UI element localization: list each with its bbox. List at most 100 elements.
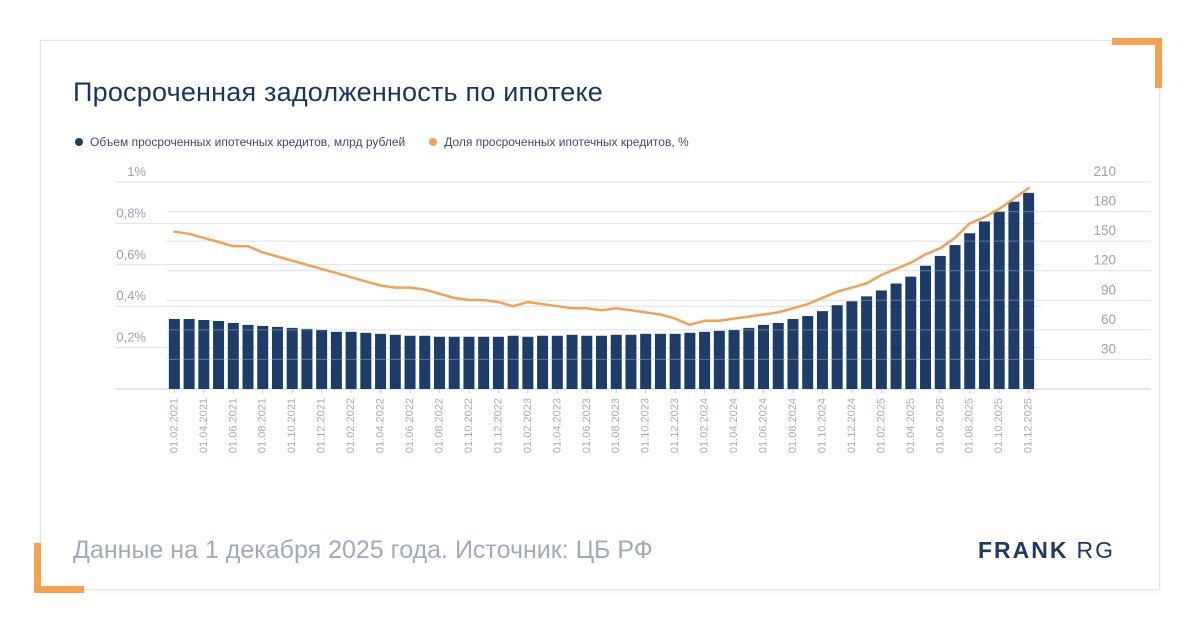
volume-bar: [964, 233, 976, 389]
volume-bar: [316, 329, 328, 389]
volume-bar: [448, 336, 460, 389]
volume-bar: [920, 265, 932, 389]
x-axis-date-label: 01.04.2022: [375, 398, 387, 453]
volume-bar: [699, 331, 711, 389]
x-axis-date-label: 01.12.2025: [1023, 398, 1035, 453]
left-axis-tick-label: 0,6%: [116, 247, 146, 262]
volume-bar: [419, 335, 431, 389]
volume-bar: [433, 336, 445, 389]
data-source-note: Данные на 1 декабря 2025 года. Источник:…: [73, 536, 653, 564]
volume-bar: [743, 327, 755, 389]
x-axis-date-label: 01.08.2025: [964, 398, 976, 453]
right-axis-tick-label: 180: [1093, 194, 1116, 209]
volume-bar: [566, 334, 578, 389]
volume-bar: [227, 322, 239, 389]
volume-bar: [198, 320, 210, 389]
volume-bar: [301, 328, 313, 389]
right-axis-tick-label: 120: [1093, 253, 1116, 268]
right-axis-tick-label: 30: [1101, 341, 1116, 356]
combo-chart: 0,2% 0,4% 0,6% 0,8% 1% 30 60 90 120 150 180 210 01.0…: [116, 164, 1151, 453]
volume-bar: [404, 335, 416, 389]
volume-bar: [713, 330, 725, 389]
volume-bar: [728, 329, 740, 389]
volume-bar: [537, 335, 549, 389]
volume-bar: [654, 333, 666, 389]
x-axis-date-label: 01.06.2024: [758, 398, 770, 453]
volume-bar: [581, 335, 593, 389]
x-axis-date-label: 01.12.2022: [492, 398, 504, 453]
x-axis-date-label: 01.10.2024: [816, 398, 828, 453]
volume-bar: [375, 333, 387, 389]
x-axis-date-label: 01.02.2023: [522, 398, 534, 453]
volume-bar: [890, 283, 902, 389]
left-axis-tick-label: 0,2%: [116, 330, 146, 345]
legend-item-share: Доля просроченных ипотечных кредитов, %: [429, 135, 689, 149]
x-axis-date-label: 01.08.2024: [787, 398, 799, 453]
frank-rg-logo: FRANK RG: [978, 537, 1115, 564]
legend-label-volume: Объем просроченных ипотечных кредитов, м…: [90, 135, 406, 149]
volume-bar: [522, 336, 534, 389]
volume-bar: [610, 334, 622, 389]
volume-bar: [507, 335, 519, 389]
volume-bar: [183, 319, 195, 389]
x-axis-date-label: 01.08.2021: [257, 398, 269, 453]
chart-card: Просроченная задолженность по ипотеке Об…: [40, 40, 1160, 590]
left-axis-tick-label: 0,4%: [116, 288, 146, 303]
volume-bar: [257, 325, 269, 389]
chart-area: 0,2% 0,4% 0,6% 0,8% 1% 30 60 90 120 150 180 210 01.0…: [41, 41, 1159, 521]
volume-bar: [802, 316, 814, 389]
x-axis-date-label: 01.10.2025: [993, 398, 1005, 453]
volume-bar: [168, 319, 180, 389]
x-axis-date-label: 01.04.2025: [905, 398, 917, 453]
volume-bar: [596, 335, 607, 389]
share-line: [173, 186, 1030, 327]
volume-bar: [271, 326, 283, 389]
volume-bar: [772, 322, 784, 389]
volume-bar: [625, 334, 637, 389]
x-axis-date-label: 01.12.2023: [669, 398, 681, 453]
x-axis-date-label: 01.02.2024: [699, 398, 711, 453]
volume-bar: [286, 327, 298, 389]
volume-bar: [831, 305, 843, 389]
volume-bar: [934, 255, 946, 389]
x-axis-date-label: 01.06.2025: [934, 398, 946, 453]
x-axis-date-label: 01.02.2021: [168, 398, 180, 453]
volume-bar: [389, 334, 401, 389]
left-axis-tick-label: 1%: [127, 164, 146, 179]
x-axis-date-label: 01.02.2025: [875, 398, 887, 453]
x-axis-date-label: 01.12.2021: [316, 398, 328, 453]
volume-bar: [861, 296, 873, 389]
volume-bar: [330, 331, 342, 389]
x-axis-date-label: 01.12.2024: [846, 398, 858, 453]
x-axis-date-label: 01.04.2023: [551, 398, 563, 453]
page-title: Просроченная задолженность по ипотеке: [73, 77, 603, 107]
volume-bar: [875, 290, 887, 389]
corner-bracket-bottom-left: [34, 543, 84, 593]
volume-series-dot-icon: [75, 138, 83, 146]
share-series-dot-icon: [429, 138, 438, 146]
volume-bar: [949, 245, 961, 389]
corner-bracket-top-right: [1112, 38, 1162, 88]
volume-bar: [1008, 201, 1020, 389]
x-axis-date-label: 01.06.2023: [581, 398, 593, 453]
x-axis-date-label: 01.04.2021: [198, 398, 210, 453]
x-axis-date-label: 01.08.2023: [610, 398, 622, 453]
right-axis-tick-label: 60: [1101, 312, 1116, 327]
x-axis-date-label: 01.06.2021: [227, 398, 239, 453]
volume-bar: [242, 324, 254, 389]
volume-bar: [669, 333, 681, 389]
volume-bar: [1023, 192, 1035, 389]
footer: Данные на 1 декабря 2025 года. Источник:…: [73, 536, 1115, 565]
volume-bar: [758, 324, 770, 389]
volume-bar: [905, 276, 917, 389]
volume-bar: [640, 333, 652, 389]
volume-bar: [492, 336, 504, 389]
volume-bar: [551, 335, 563, 389]
x-axis-date-label: 01.08.2022: [433, 398, 445, 453]
x-axis-date-label: 01.10.2023: [640, 398, 652, 453]
x-axis-date-label: 01.10.2022: [463, 398, 475, 453]
volume-bar: [360, 332, 372, 389]
volume-bar: [478, 336, 490, 389]
volume-bar: [816, 311, 828, 389]
